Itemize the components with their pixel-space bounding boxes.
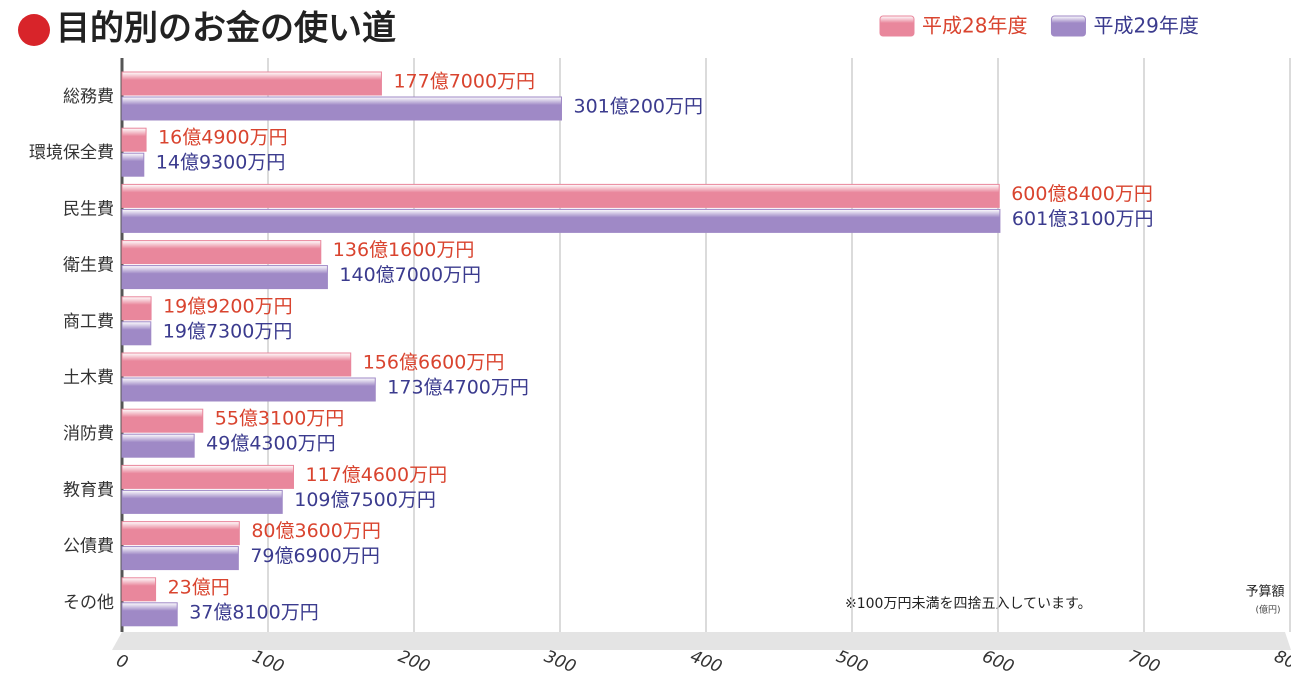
value-label: 14億9300万円 bbox=[156, 152, 286, 174]
x-tick-label: 0 bbox=[113, 651, 131, 674]
legend-swatch bbox=[1050, 15, 1086, 37]
x-tick-label: 600 bbox=[979, 647, 1017, 677]
value-label: 37億8100万円 bbox=[189, 601, 319, 623]
bar bbox=[121, 321, 152, 346]
value-label: 140億7000万円 bbox=[339, 264, 481, 286]
x-axis-unit: (億円) bbox=[1255, 604, 1280, 616]
y-tick-label: 教育費 bbox=[63, 480, 114, 500]
value-label: 600億8400万円 bbox=[1011, 183, 1153, 205]
value-label: 136億1600万円 bbox=[333, 239, 475, 261]
x-tick-label: 300 bbox=[541, 647, 579, 677]
y-tick-label: 環境保全費 bbox=[29, 143, 114, 163]
y-tick-label: その他 bbox=[63, 593, 114, 613]
y-tick-label: 総務費 bbox=[63, 87, 114, 107]
legend-label: 平成29年度 bbox=[1093, 14, 1198, 38]
x-tick-label: 200 bbox=[395, 647, 433, 677]
bar bbox=[121, 433, 195, 458]
y-tick-label: 消防費 bbox=[63, 424, 114, 444]
title-bullet bbox=[18, 14, 50, 46]
bar bbox=[121, 408, 204, 433]
value-label: 79億6900万円 bbox=[250, 545, 380, 567]
bar bbox=[121, 127, 147, 152]
value-label: 177億7000万円 bbox=[393, 71, 535, 93]
legend-swatch bbox=[879, 15, 915, 37]
value-label: 601億3100万円 bbox=[1012, 208, 1154, 230]
x-tick-label: 100 bbox=[249, 647, 287, 677]
y-tick-label: 商工費 bbox=[63, 312, 114, 332]
bar bbox=[121, 577, 157, 602]
bar bbox=[121, 296, 152, 321]
legend-label: 平成28年度 bbox=[922, 14, 1027, 38]
y-tick-label: 土木費 bbox=[63, 368, 114, 388]
bar bbox=[121, 71, 382, 96]
axis-floor bbox=[112, 632, 1291, 650]
chart-title: 目的別のお金の使い道 bbox=[56, 9, 396, 49]
bar bbox=[121, 521, 240, 546]
value-label: 109億7500万円 bbox=[294, 489, 436, 511]
bar bbox=[121, 464, 294, 489]
x-axis-label: 予算額 bbox=[1245, 585, 1284, 600]
x-tick-label: 800 bbox=[1271, 647, 1291, 677]
value-label: 49億4300万円 bbox=[206, 433, 336, 455]
bar bbox=[121, 352, 352, 377]
value-label: 156億6600万円 bbox=[363, 352, 505, 374]
x-tick-label: 700 bbox=[1125, 647, 1163, 677]
bar bbox=[121, 377, 376, 402]
x-tick-label: 400 bbox=[687, 647, 725, 677]
bar bbox=[121, 96, 562, 121]
bar bbox=[121, 265, 328, 290]
x-tick-label: 500 bbox=[833, 647, 871, 677]
bar bbox=[121, 208, 1001, 233]
value-label: 19億7300万円 bbox=[163, 320, 293, 342]
value-label: 19億9200万円 bbox=[163, 295, 293, 317]
value-label: 80億3600万円 bbox=[251, 520, 381, 542]
value-label: 301億200万円 bbox=[573, 96, 703, 118]
bar bbox=[121, 602, 178, 627]
value-label: 55億3100万円 bbox=[215, 408, 345, 430]
bar bbox=[121, 240, 322, 265]
note: ※100万円未満を四捨五入しています。 bbox=[845, 595, 1092, 612]
bar bbox=[121, 152, 145, 177]
bar bbox=[121, 546, 239, 571]
y-tick-label: 公債費 bbox=[63, 537, 114, 557]
bar bbox=[121, 183, 1000, 208]
bar bbox=[121, 489, 283, 514]
y-tick-label: 衛生費 bbox=[63, 256, 114, 276]
value-label: 173億4700万円 bbox=[387, 377, 529, 399]
value-label: 117億4600万円 bbox=[305, 464, 447, 486]
value-label: 23億円 bbox=[168, 576, 230, 598]
y-tick-label: 民生費 bbox=[63, 199, 114, 219]
value-label: 16億4900万円 bbox=[158, 127, 288, 149]
